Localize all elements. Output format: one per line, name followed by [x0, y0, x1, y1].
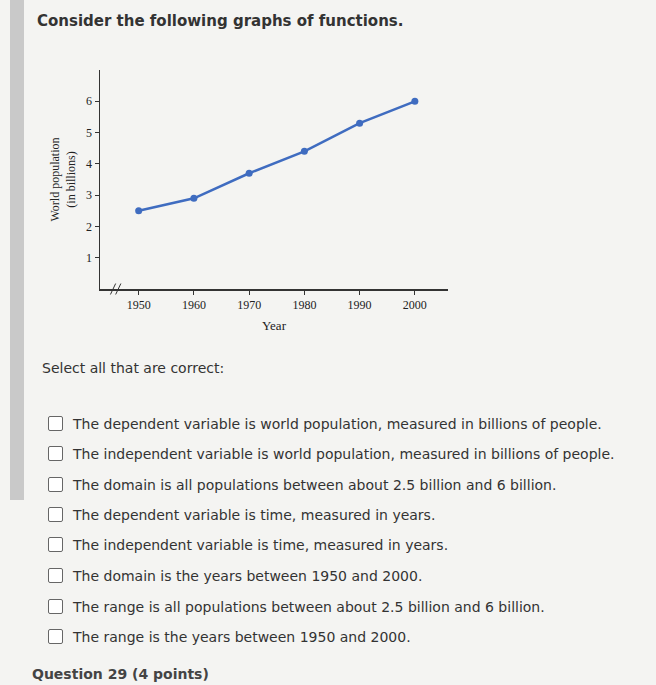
- svg-text:1980: 1980: [292, 298, 316, 312]
- html-text:Question 29 (4 points): Question 29 (4 points): [32, 666, 209, 682]
- svg-text:5: 5: [86, 126, 92, 140]
- html-text:The domain is the years betwee: The domain is the years between 1950 and…: [73, 568, 423, 584]
- svg-text:1: 1: [86, 251, 92, 265]
- html-text:The dependent variable is time: The dependent variable is time, measured…: [73, 507, 436, 523]
- svg-text:6: 6: [86, 94, 92, 108]
- html-text:The dependent variable is worl: The dependent variable is world populati…: [73, 416, 602, 432]
- svg-text:World population(in billions): World population(in billions): [48, 137, 78, 221]
- html-text:The range is all populations b: The range is all populations between abo…: [73, 599, 545, 615]
- html-text:The independent variable is ti: The independent variable is time, measur…: [73, 537, 449, 553]
- html-text:The independent variable is wo: The independent variable is world popula…: [73, 446, 615, 462]
- html-text:The domain is all populations: The domain is all populations between ab…: [73, 477, 557, 493]
- svg-text:1960: 1960: [182, 298, 206, 312]
- svg-text:2000: 2000: [403, 298, 427, 312]
- svg-text:4: 4: [86, 157, 92, 171]
- svg-text:1990: 1990: [348, 298, 372, 312]
- svg-text:3: 3: [86, 188, 92, 202]
- svg-text:1970: 1970: [237, 298, 261, 312]
- html-text:The range is the years between: The range is the years between 1950 and …: [73, 629, 411, 645]
- svg-text:1950: 1950: [127, 298, 151, 312]
- html-text:Select all that are correct:: Select all that are correct:: [42, 360, 225, 376]
- svg-text:2: 2: [86, 220, 92, 234]
- svg-text:Year: Year: [262, 318, 287, 333]
- html-text:Consider the following graphs: Consider the following graphs of functio…: [37, 12, 404, 30]
